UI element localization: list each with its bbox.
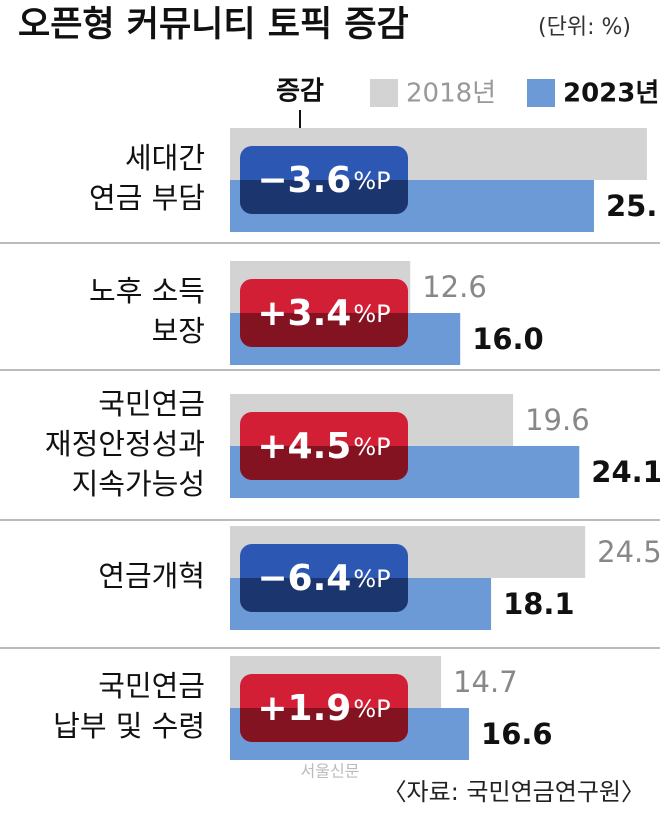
change-unit: %P bbox=[353, 433, 390, 461]
category-label: 보장 bbox=[152, 314, 205, 348]
value-label: 12.6 bbox=[422, 270, 487, 304]
category-label: 세대간 bbox=[125, 141, 205, 175]
change-unit: %P bbox=[353, 565, 390, 593]
change-label: −3.6%P bbox=[257, 160, 390, 201]
change-label: −6.4%P bbox=[257, 558, 390, 599]
change-badge bbox=[240, 279, 408, 347]
change-value: −6.4 bbox=[257, 558, 351, 599]
category-label: 연금개혁 bbox=[98, 559, 205, 593]
badge-shade bbox=[240, 313, 408, 347]
watermark: 서울신문 bbox=[301, 762, 360, 781]
chart-subtitle: (단위: %) bbox=[538, 15, 631, 40]
value-label: 28.7 bbox=[659, 137, 660, 171]
legend-label: 2023년 bbox=[563, 79, 659, 109]
value-label: 16.6 bbox=[481, 717, 553, 751]
category-label: 지속가능성 bbox=[72, 467, 205, 501]
category-label: 국민연금 bbox=[98, 669, 205, 703]
legend-label: 2018년 bbox=[406, 79, 496, 109]
value-label: 24.1 bbox=[591, 455, 660, 489]
chart-title: 오픈형 커뮤니티 토픽 증감 bbox=[18, 5, 409, 45]
change-badge bbox=[240, 674, 408, 742]
badge-shade bbox=[240, 180, 408, 214]
category-label: 노후 소득 bbox=[89, 274, 205, 308]
category-label: 연금 부담 bbox=[89, 181, 205, 215]
legend-change: 증감 bbox=[276, 77, 324, 107]
legend-swatch bbox=[527, 79, 555, 107]
change-value: −3.6 bbox=[257, 160, 351, 201]
change-label: +1.9%P bbox=[257, 688, 390, 729]
value-label: 16.0 bbox=[472, 322, 544, 356]
category-label: 재정안정성과 bbox=[45, 427, 205, 461]
change-label: +3.4%P bbox=[257, 293, 390, 334]
value-label: 19.6 bbox=[525, 403, 590, 437]
legend-swatch bbox=[370, 79, 398, 107]
value-label: 25.1 bbox=[606, 189, 660, 223]
change-badge bbox=[240, 412, 408, 480]
change-unit: %P bbox=[353, 695, 390, 723]
value-label: 18.1 bbox=[503, 587, 575, 621]
value-label: 24.5 bbox=[597, 535, 660, 569]
badge-shade bbox=[240, 446, 408, 480]
change-value: +4.5 bbox=[257, 426, 351, 467]
change-badge bbox=[240, 544, 408, 612]
change-unit: %P bbox=[353, 300, 390, 328]
value-label: 14.7 bbox=[453, 665, 518, 699]
source: 〈자료: 국민연금연구원〉 bbox=[383, 778, 645, 806]
badge-shade bbox=[240, 578, 408, 612]
category-label: 납부 및 수령 bbox=[53, 709, 205, 743]
change-value: +3.4 bbox=[257, 293, 351, 334]
badge-shade bbox=[240, 708, 408, 742]
category-label: 국민연금 bbox=[98, 387, 205, 421]
change-value: +1.9 bbox=[257, 688, 351, 729]
change-label: +4.5%P bbox=[257, 426, 390, 467]
change-badge bbox=[240, 146, 408, 214]
change-unit: %P bbox=[353, 167, 390, 195]
